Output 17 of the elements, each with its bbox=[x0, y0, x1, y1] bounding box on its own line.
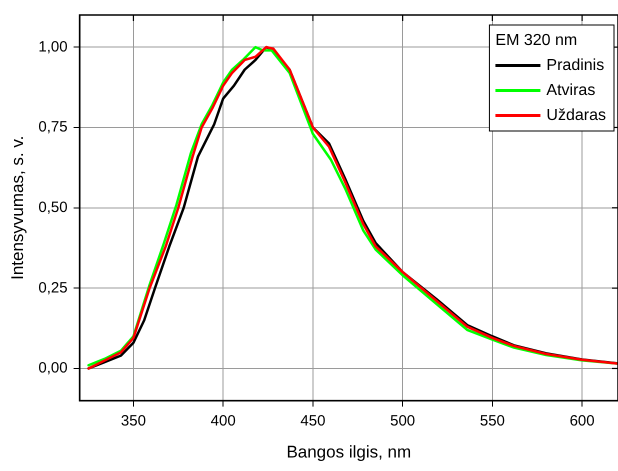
y-tick-label: 0,50 bbox=[38, 198, 68, 216]
x-tick-label: 600 bbox=[570, 412, 595, 430]
x-tick-label: 400 bbox=[210, 412, 236, 430]
y-tick-label: 0,00 bbox=[38, 360, 68, 377]
x-axis-title: Bangos ilgis, nm bbox=[286, 442, 412, 462]
y-axis-title: Intensyvumas, s. v. bbox=[8, 136, 27, 280]
x-tick-label: 550 bbox=[480, 412, 505, 430]
legend-label: Uždaras bbox=[546, 106, 606, 124]
legend-title: EM 320 nm bbox=[495, 32, 578, 49]
y-tick-label: 1,00 bbox=[38, 38, 68, 56]
x-tick-label: 500 bbox=[390, 412, 416, 430]
y-tick-label: 0,75 bbox=[38, 118, 68, 136]
legend-label: Atviras bbox=[546, 82, 596, 99]
x-tick-label: 350 bbox=[120, 412, 146, 430]
y-tick-label: 0,25 bbox=[38, 279, 68, 296]
legend-label: Pradinis bbox=[546, 56, 604, 74]
x-tick-label: 450 bbox=[300, 412, 326, 430]
